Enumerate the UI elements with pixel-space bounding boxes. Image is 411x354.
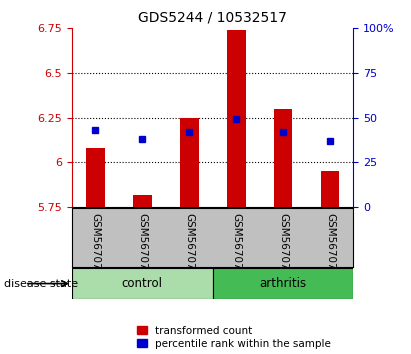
Bar <box>227 30 245 207</box>
Bar <box>72 268 213 299</box>
Text: disease state: disease state <box>4 279 78 289</box>
Title: GDS5244 / 10532517: GDS5244 / 10532517 <box>138 10 287 24</box>
Bar <box>321 171 339 207</box>
Bar <box>213 268 353 299</box>
Text: GSM567072: GSM567072 <box>137 212 147 276</box>
Text: GSM567073: GSM567073 <box>184 212 194 276</box>
Text: control: control <box>122 277 163 290</box>
Text: GSM567079: GSM567079 <box>325 212 335 276</box>
Legend: transformed count, percentile rank within the sample: transformed count, percentile rank withi… <box>137 326 331 349</box>
Text: arthritis: arthritis <box>259 277 307 290</box>
Text: GSM567077: GSM567077 <box>231 212 241 276</box>
Text: GSM567071: GSM567071 <box>90 212 100 276</box>
Bar <box>133 195 152 207</box>
Bar <box>274 109 293 207</box>
Text: GSM567078: GSM567078 <box>278 212 288 276</box>
Bar <box>86 148 105 207</box>
Bar <box>180 118 199 207</box>
